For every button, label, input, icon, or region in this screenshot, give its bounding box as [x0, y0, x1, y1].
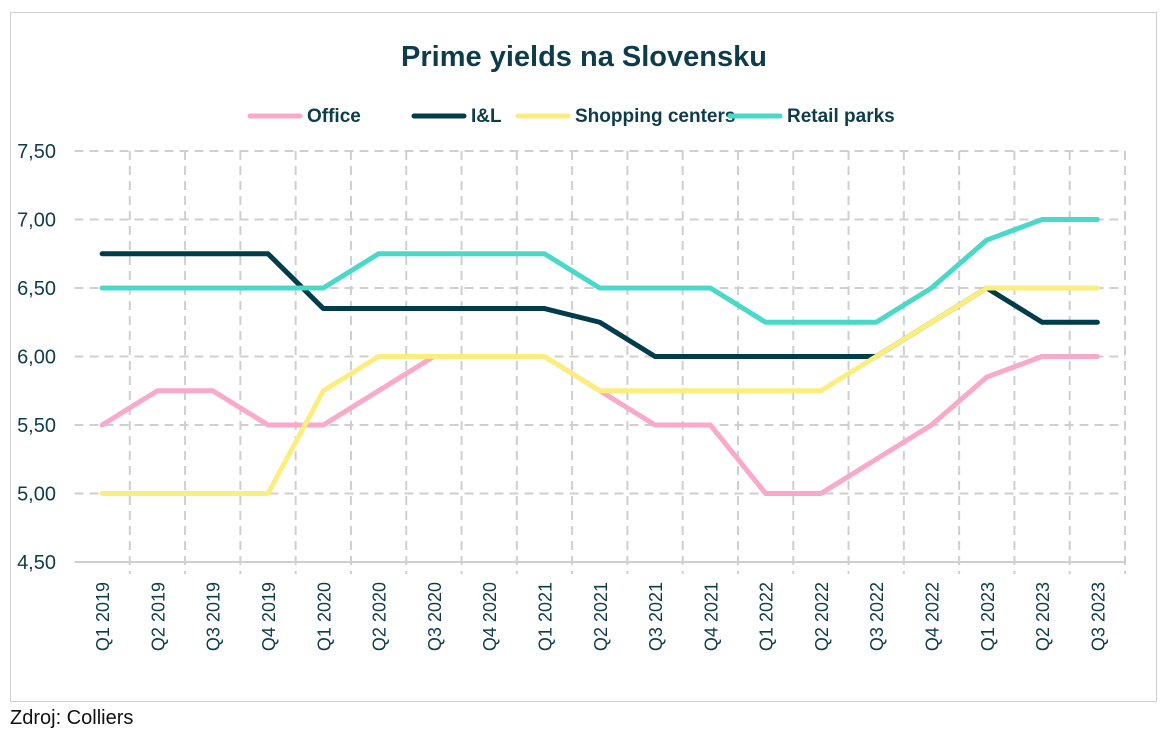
x-tick-label: Q2 2022: [812, 582, 832, 651]
y-tick-label: 6,00: [17, 347, 56, 369]
y-tick-label: 7,00: [17, 210, 56, 232]
x-tick-label: Q4 2020: [480, 582, 500, 651]
y-tick-label: 5,50: [17, 415, 56, 437]
chart-frame: [10, 12, 1157, 702]
x-tick-label: Q3 2021: [646, 582, 666, 651]
axes: 4,50 5,00 5,50 6,00 6,50 7,00 7,50 Q1 2019 Q2 20…: [17, 141, 1125, 651]
y-tick-label: 6,50: [17, 278, 56, 300]
x-tick-label: Q4 2019: [259, 582, 279, 651]
x-tick-label: Q4 2021: [701, 582, 721, 651]
legend-label: Shopping centers: [575, 106, 735, 127]
legend: Office I&L Shopping centers Retail parks: [247, 106, 895, 127]
x-tick-label: Q1 2021: [535, 582, 555, 651]
legend-label: Retail parks: [787, 106, 895, 127]
source-note: Zdroj: Colliers: [10, 707, 134, 729]
x-tick-label: Q3 2019: [204, 582, 224, 651]
chart-title: Prime yields na Slovensku: [401, 41, 767, 73]
y-tick-label: 5,00: [17, 484, 56, 506]
x-tick-label: Q1 2023: [978, 582, 998, 651]
x-tick-label: Q4 2022: [922, 582, 942, 651]
series-lines: [99, 217, 1100, 496]
x-tick-label: Q3 2020: [425, 582, 445, 651]
x-tick-label: Q2 2019: [148, 582, 168, 651]
series-line-retail-parks: [99, 217, 1100, 325]
x-tick-label: Q2 2021: [591, 582, 611, 651]
series-line-i-l: [99, 251, 1100, 359]
grid: [74, 150, 1126, 574]
series-line-shopping-centers: [99, 285, 1100, 496]
x-tick-label: Q3 2022: [867, 582, 887, 651]
y-tick-label: 4,50: [17, 552, 56, 574]
x-tick-label: Q2 2020: [370, 582, 390, 651]
legend-label: I&L: [471, 106, 502, 127]
legend-label: Office: [307, 106, 361, 127]
x-tick-label: Q1 2020: [314, 582, 334, 651]
y-tick-label: 7,50: [17, 141, 56, 163]
x-tick-label: Q3 2023: [1088, 582, 1108, 651]
x-tick-label: Q2 2023: [1033, 582, 1053, 651]
x-tick-label: Q1 2022: [757, 582, 777, 651]
x-tick-label: Q1 2019: [93, 582, 113, 651]
